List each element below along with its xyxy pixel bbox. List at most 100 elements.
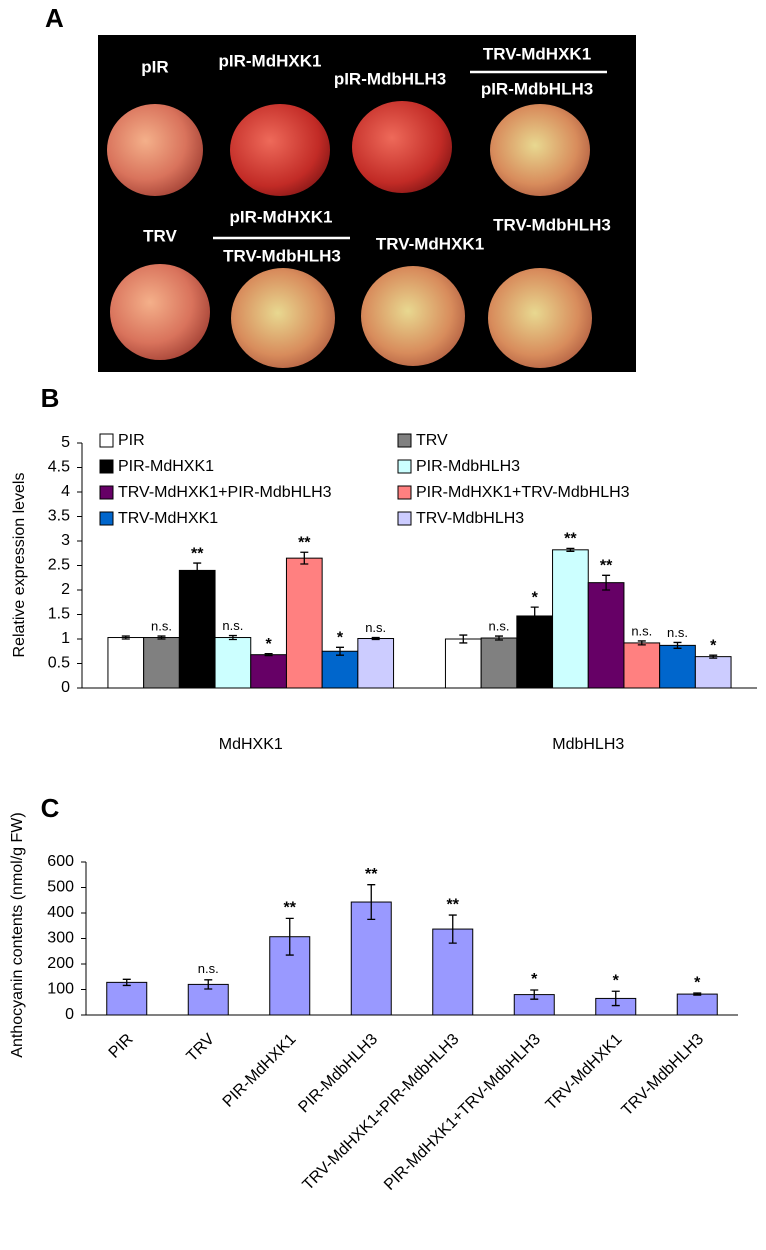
significance-label: n.s. bbox=[151, 618, 172, 633]
y-tick-label: 200 bbox=[47, 955, 74, 972]
y-tick-label: 1.5 bbox=[48, 606, 70, 623]
y-tick-label: 3 bbox=[61, 532, 70, 549]
error-bar bbox=[122, 978, 131, 987]
error-bar bbox=[285, 917, 294, 956]
photo-label: pIR bbox=[141, 57, 168, 76]
significance-label: ** bbox=[191, 545, 204, 562]
error-bar bbox=[228, 634, 237, 641]
bar bbox=[694, 656, 732, 689]
y-tick-label: 300 bbox=[47, 930, 74, 947]
legend-label: TRV-MdbHLH3 bbox=[416, 510, 524, 527]
bar bbox=[214, 637, 252, 689]
error-bar bbox=[371, 636, 380, 641]
y-tick-label: 4 bbox=[61, 483, 70, 500]
error-bar bbox=[121, 635, 130, 640]
significance-label: n.s. bbox=[667, 625, 688, 640]
legend-label: PIR-MdbHLH3 bbox=[416, 458, 520, 475]
significance-label: * bbox=[532, 589, 539, 606]
bar bbox=[321, 650, 359, 689]
photo-label: pIR-MdHXK1 bbox=[219, 51, 322, 70]
x-tick-label: PIR-MdHXK1+TRV-MdbHLH3 bbox=[381, 1031, 544, 1194]
error-bar bbox=[602, 574, 611, 591]
error-bar bbox=[264, 653, 273, 657]
photo-label: TRV bbox=[143, 226, 177, 245]
apples bbox=[107, 101, 592, 368]
error-bar bbox=[367, 884, 376, 921]
y-axis-label: Relative expression levels bbox=[11, 473, 28, 658]
y-tick-label: 5 bbox=[61, 434, 70, 451]
error-bar bbox=[637, 640, 646, 646]
error-bar bbox=[204, 979, 213, 990]
significance-label: * bbox=[337, 630, 344, 647]
bar bbox=[106, 981, 148, 1016]
legend-label: PIR-MdHXK1+TRV-MdbHLH3 bbox=[416, 484, 630, 501]
legend-swatch bbox=[99, 485, 114, 500]
legend-label: PIR-MdHXK1 bbox=[118, 458, 214, 475]
x-tick-label: MdbHLH3 bbox=[552, 736, 624, 753]
significance-label: * bbox=[694, 974, 701, 991]
bar bbox=[143, 637, 180, 689]
bar bbox=[659, 644, 696, 689]
error-bar bbox=[336, 646, 344, 656]
significance-label: * bbox=[613, 973, 620, 990]
significance-label: ** bbox=[284, 900, 297, 917]
significance-label: ** bbox=[564, 531, 577, 548]
legend-swatch bbox=[99, 511, 114, 526]
legend-label: PIR bbox=[118, 432, 145, 449]
error-bar bbox=[495, 635, 503, 641]
significance-label: * bbox=[531, 971, 538, 988]
x-tick-label: MdHXK1 bbox=[219, 736, 283, 753]
panel-label: B bbox=[41, 383, 60, 413]
bar bbox=[285, 557, 323, 689]
panel-label: A bbox=[45, 3, 64, 33]
significance-label: n.s. bbox=[489, 618, 510, 633]
x-tick-label: TRV-MdHXK1 bbox=[543, 1031, 626, 1114]
y-tick-label: 1 bbox=[61, 630, 70, 647]
legend-swatch bbox=[99, 433, 114, 448]
error-bar bbox=[611, 990, 620, 1007]
error-bar bbox=[300, 551, 309, 565]
y-tick-label: 400 bbox=[47, 904, 74, 921]
bar bbox=[552, 549, 589, 689]
error-bar bbox=[566, 547, 575, 552]
apple bbox=[352, 101, 452, 193]
y-tick-label: 100 bbox=[47, 981, 74, 998]
photo-label: pIR-MdbHLH3 bbox=[481, 79, 593, 98]
apple bbox=[490, 104, 590, 196]
legend-label: TRV-MdHXK1+PIR-MdbHLH3 bbox=[118, 484, 332, 501]
x-tick-label: PIR-MdbHLH3 bbox=[295, 1031, 381, 1117]
significance-label: n.s. bbox=[222, 618, 243, 633]
bar bbox=[676, 993, 718, 1016]
legend-swatch bbox=[397, 459, 412, 474]
y-tick-label: 2 bbox=[61, 581, 70, 598]
legend-swatch bbox=[397, 511, 412, 526]
apple bbox=[361, 266, 465, 366]
significance-label: ** bbox=[447, 896, 460, 913]
error-bar bbox=[693, 992, 702, 996]
bar bbox=[187, 983, 229, 1016]
significance-label: * bbox=[710, 637, 717, 654]
legend-swatch bbox=[99, 459, 114, 474]
error-bar bbox=[193, 562, 202, 579]
legend-swatch bbox=[397, 485, 412, 500]
significance-label: * bbox=[265, 636, 272, 653]
significance-label: n.s. bbox=[631, 623, 652, 638]
legend-label: TRV bbox=[416, 432, 448, 449]
bar bbox=[587, 582, 625, 689]
y-tick-label: 2.5 bbox=[48, 557, 70, 574]
y-tick-label: 500 bbox=[47, 879, 74, 896]
photo-label: TRV-MdHXK1 bbox=[376, 234, 484, 253]
significance-label: ** bbox=[365, 866, 378, 883]
apple bbox=[230, 104, 330, 196]
legend-label: TRV-MdHXK1 bbox=[118, 510, 218, 527]
apple bbox=[488, 268, 592, 368]
error-bar bbox=[448, 914, 457, 944]
y-tick-label: 3.5 bbox=[48, 508, 70, 525]
photo-label: TRV-MdHXK1 bbox=[483, 44, 591, 63]
error-bar bbox=[157, 635, 166, 640]
bar bbox=[178, 569, 216, 689]
error-bar bbox=[459, 634, 468, 644]
legend-swatch bbox=[397, 433, 412, 448]
x-tick-label: TRV bbox=[184, 1031, 219, 1066]
photo-label: pIR-MdbHLH3 bbox=[334, 69, 446, 88]
